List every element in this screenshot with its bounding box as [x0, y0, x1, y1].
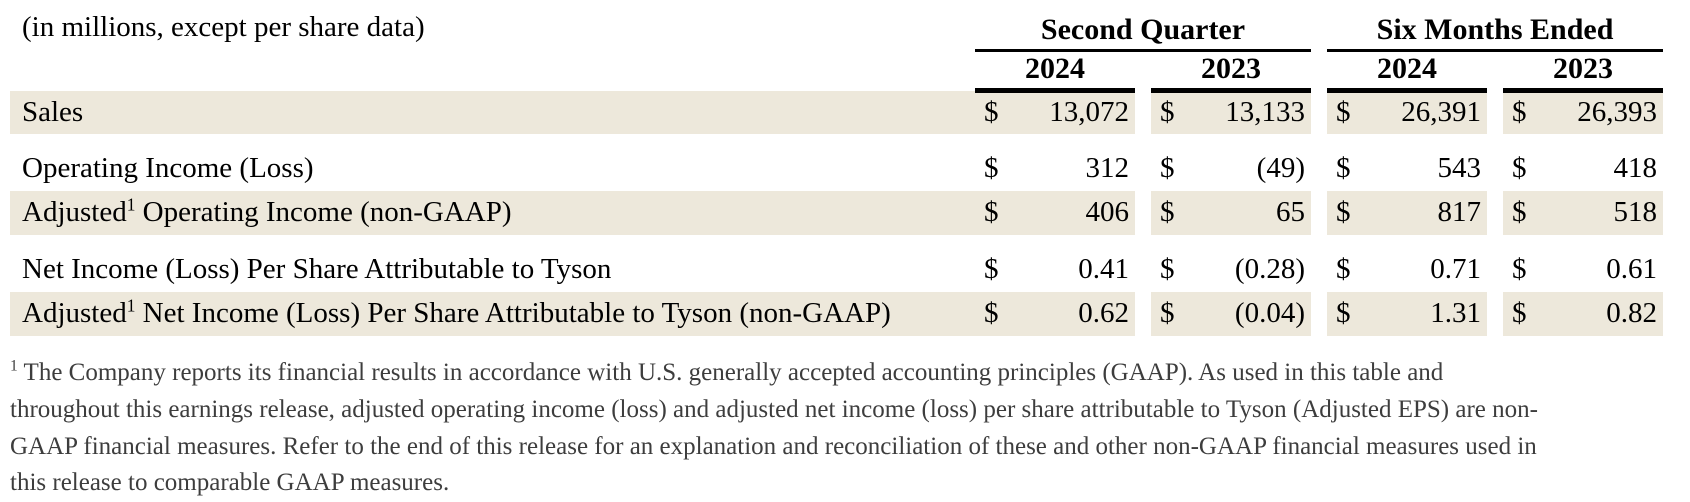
group-header-second-quarter: Second Quarter	[975, 6, 1311, 52]
currency-cell: $	[975, 89, 1005, 134]
value-cell: 543	[1437, 152, 1482, 185]
spacer-cell	[1487, 147, 1503, 191]
currency-cell: $	[1336, 253, 1351, 286]
year-header-six-2024: 2024	[1327, 50, 1487, 93]
row-spacer	[10, 235, 1663, 248]
currency-cell: $	[975, 292, 1005, 336]
value-cell: (0.28)	[1234, 253, 1305, 286]
spacer-cell	[1135, 292, 1151, 336]
gaap-footnote: 1 The Company reports its financial resu…	[10, 355, 1548, 502]
row-label: Sales	[10, 89, 975, 134]
footnote-superscript: 1	[10, 357, 18, 375]
value-cell: 13,133	[1181, 89, 1311, 134]
currency-cell: $	[1327, 292, 1357, 336]
value-cell: 0.61	[1606, 253, 1658, 286]
value-cell: 0.71	[1430, 253, 1481, 286]
value-cell: 418	[1613, 152, 1658, 185]
table-row-adjusted-net-income-per-share: Adjusted1 Net Income (Loss) Per Share At…	[10, 292, 1664, 336]
currency-cell: $	[1160, 152, 1175, 185]
value-cell: 1.31	[1357, 292, 1487, 336]
value-cell: 518	[1533, 191, 1664, 235]
currency-cell: $	[1503, 89, 1533, 134]
spacer-cell	[1311, 248, 1327, 292]
currency-cell: $	[1336, 152, 1351, 185]
currency-cell: $	[984, 152, 999, 185]
units-note: (in millions, except per share data)	[22, 11, 425, 43]
header-spacer	[1487, 50, 1503, 90]
row-spacer	[10, 134, 1663, 147]
value-cell: 13,072	[1005, 89, 1135, 134]
group-header-six-months-ended: Six Months Ended	[1327, 6, 1664, 52]
row-label: Operating Income (Loss)	[22, 152, 314, 185]
value-cell: (0.04)	[1181, 292, 1311, 336]
value-cell: 312	[1085, 152, 1130, 185]
spacer-cell	[1487, 248, 1503, 292]
currency-cell: $	[1327, 89, 1357, 134]
spacer-cell	[1311, 147, 1327, 191]
currency-cell: $	[1503, 191, 1533, 235]
header-spacer	[1135, 50, 1151, 90]
year-header-q-2024: 2024	[975, 50, 1135, 93]
currency-cell: $	[1160, 253, 1175, 286]
spacer-cell	[1311, 89, 1327, 134]
table-row-operating-income: Operating Income (Loss) $ 312 $ (49) $ 5…	[10, 147, 1663, 191]
spacer-cell	[1487, 292, 1503, 336]
spacer-cell	[1135, 147, 1151, 191]
currency-cell: $	[1327, 191, 1357, 235]
value-cell: 0.82	[1533, 292, 1664, 336]
value-cell: (49)	[1256, 152, 1305, 185]
value-cell: 26,393	[1533, 89, 1664, 134]
currency-cell: $	[1151, 292, 1181, 336]
value-cell: 817	[1357, 191, 1487, 235]
spacer-cell	[1487, 191, 1503, 235]
value-cell: 26,391	[1357, 89, 1487, 134]
value-cell: 406	[1005, 191, 1135, 235]
value-cell: 65	[1181, 191, 1311, 235]
header-spacer	[1311, 6, 1327, 50]
spacer-cell	[1311, 191, 1327, 235]
value-cell: 0.41	[1078, 253, 1129, 286]
spacer-cell	[1311, 292, 1327, 336]
spacer-cell	[1135, 248, 1151, 292]
table-row-net-income-per-share: Net Income (Loss) Per Share Attributable…	[10, 248, 1663, 292]
header-spacer	[1311, 50, 1327, 90]
spacer-cell	[1135, 89, 1151, 134]
currency-cell: $	[1512, 253, 1527, 286]
year-header-six-2023: 2023	[1503, 50, 1664, 93]
row-label: Net Income (Loss) Per Share Attributable…	[22, 253, 612, 286]
currency-cell: $	[975, 191, 1005, 235]
currency-cell: $	[984, 253, 999, 286]
currency-cell: $	[1151, 89, 1181, 134]
footnote-text: The Company reports its financial result…	[10, 359, 1538, 497]
row-label: Adjusted1 Operating Income (non-GAAP)	[10, 191, 975, 235]
currency-cell: $	[1151, 191, 1181, 235]
spacer-cell	[1487, 89, 1503, 134]
table-row-adjusted-operating-income: Adjusted1 Operating Income (non-GAAP) $ …	[10, 191, 1664, 235]
financial-results-table: (in millions, except per share data) Sec…	[10, 6, 1664, 336]
spacer-cell	[1135, 191, 1151, 235]
table-row-sales: Sales $ 13,072 $ 13,133 $ 26,391 $ 26,39…	[10, 89, 1664, 134]
currency-cell: $	[1503, 292, 1533, 336]
value-cell: 0.62	[1005, 292, 1135, 336]
year-header-q-2023: 2023	[1151, 50, 1311, 93]
currency-cell: $	[1512, 152, 1527, 185]
row-label: Adjusted1 Net Income (Loss) Per Share At…	[10, 292, 975, 336]
